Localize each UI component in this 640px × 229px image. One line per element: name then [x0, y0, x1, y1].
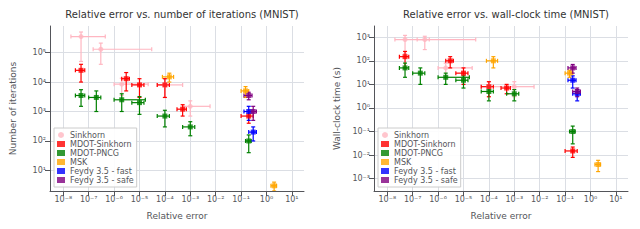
- svg-text:10⁻⁶: 10⁻⁶: [429, 195, 447, 204]
- svg-text:10¹: 10¹: [285, 195, 298, 204]
- svg-text:10⁻⁵: 10⁻⁵: [131, 195, 149, 204]
- svg-text:10¹: 10¹: [357, 80, 370, 89]
- svg-text:Relative error vs. number of i: Relative error vs. number of iterations …: [65, 9, 298, 20]
- svg-text:MSK: MSK: [70, 158, 88, 167]
- svg-text:Feydy 3.5 - safe: Feydy 3.5 - safe: [70, 176, 134, 185]
- svg-text:10⁵: 10⁵: [33, 48, 46, 57]
- svg-text:10³: 10³: [33, 107, 46, 116]
- svg-text:Relative error vs. wall-clock: Relative error vs. wall-clock time (MNIS…: [403, 9, 609, 20]
- svg-text:10⁰: 10⁰: [357, 103, 370, 112]
- svg-text:10¹: 10¹: [609, 195, 622, 204]
- svg-text:10²: 10²: [33, 136, 46, 145]
- svg-text:10⁴: 10⁴: [33, 78, 46, 87]
- svg-text:10²: 10²: [357, 56, 370, 65]
- svg-text:10⁻²: 10⁻²: [207, 195, 225, 204]
- svg-text:10⁻¹: 10⁻¹: [232, 195, 250, 204]
- svg-text:Number of iterations: Number of iterations: [8, 62, 18, 156]
- svg-text:10⁻¹: 10⁻¹: [352, 127, 370, 136]
- svg-text:Feydy 3.5 - safe: Feydy 3.5 - safe: [394, 176, 458, 185]
- svg-text:Feydy 3.5 - fast: Feydy 3.5 - fast: [70, 167, 132, 176]
- svg-text:10⁻³: 10⁻³: [352, 174, 370, 183]
- svg-text:MDOT-PNCG: MDOT-PNCG: [70, 149, 119, 158]
- svg-text:Sinkhorn: Sinkhorn: [394, 131, 429, 140]
- svg-text:10⁻³: 10⁻³: [505, 195, 523, 204]
- svg-text:MDOT-Sinkhorn: MDOT-Sinkhorn: [394, 140, 456, 149]
- svg-text:10⁻¹: 10⁻¹: [556, 195, 574, 204]
- svg-text:Relative error: Relative error: [147, 211, 208, 221]
- svg-text:Feydy 3.5 - fast: Feydy 3.5 - fast: [394, 167, 456, 176]
- svg-text:10¹: 10¹: [33, 166, 46, 175]
- svg-text:MSK: MSK: [394, 158, 412, 167]
- svg-text:10⁻⁴: 10⁻⁴: [156, 195, 174, 204]
- svg-text:10⁻⁵: 10⁻⁵: [455, 195, 473, 204]
- svg-text:Relative error: Relative error: [471, 211, 532, 221]
- svg-text:10⁰: 10⁰: [260, 195, 273, 204]
- svg-text:10⁻⁶: 10⁻⁶: [105, 195, 123, 204]
- svg-text:10⁻⁷: 10⁻⁷: [80, 195, 98, 204]
- svg-text:10⁻⁷: 10⁻⁷: [404, 195, 422, 204]
- svg-text:10⁰: 10⁰: [584, 195, 597, 204]
- svg-text:10⁻²: 10⁻²: [531, 195, 549, 204]
- svg-text:MDOT-PNCG: MDOT-PNCG: [394, 149, 443, 158]
- svg-text:MDOT-Sinkhorn: MDOT-Sinkhorn: [70, 140, 132, 149]
- svg-text:10⁻²: 10⁻²: [352, 151, 370, 160]
- svg-text:10⁻⁸: 10⁻⁸: [54, 195, 72, 204]
- svg-text:10⁻³: 10⁻³: [181, 195, 199, 204]
- svg-text:10⁻⁸: 10⁻⁸: [378, 195, 396, 204]
- svg-text:10³: 10³: [357, 33, 370, 42]
- svg-text:10⁻⁴: 10⁻⁴: [480, 195, 498, 204]
- svg-text:Sinkhorn: Sinkhorn: [70, 131, 105, 140]
- svg-text:Wall-clock time (s): Wall-clock time (s): [332, 67, 342, 150]
